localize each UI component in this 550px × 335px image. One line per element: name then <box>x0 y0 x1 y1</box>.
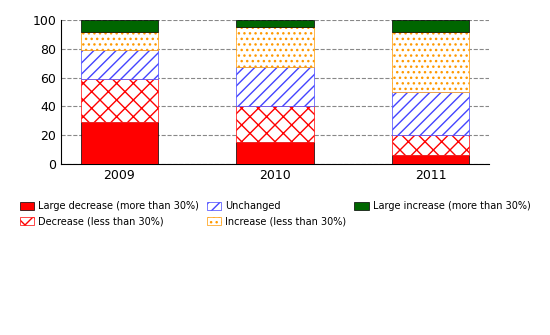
Bar <box>80 79 158 122</box>
Bar <box>236 106 314 142</box>
Bar <box>236 142 314 164</box>
Bar <box>80 122 158 164</box>
Bar <box>392 31 470 92</box>
Bar <box>80 50 158 79</box>
Bar <box>392 155 470 164</box>
Bar <box>236 20 314 27</box>
Bar <box>236 67 314 106</box>
Bar <box>392 20 470 31</box>
Legend: Large decrease (more than 30%), Decrease (less than 30%), Unchanged, Increase (l: Large decrease (more than 30%), Decrease… <box>16 198 534 230</box>
Bar <box>80 31 158 50</box>
Bar <box>392 92 470 135</box>
Bar <box>80 20 158 31</box>
Bar <box>236 27 314 67</box>
Bar <box>392 135 470 155</box>
